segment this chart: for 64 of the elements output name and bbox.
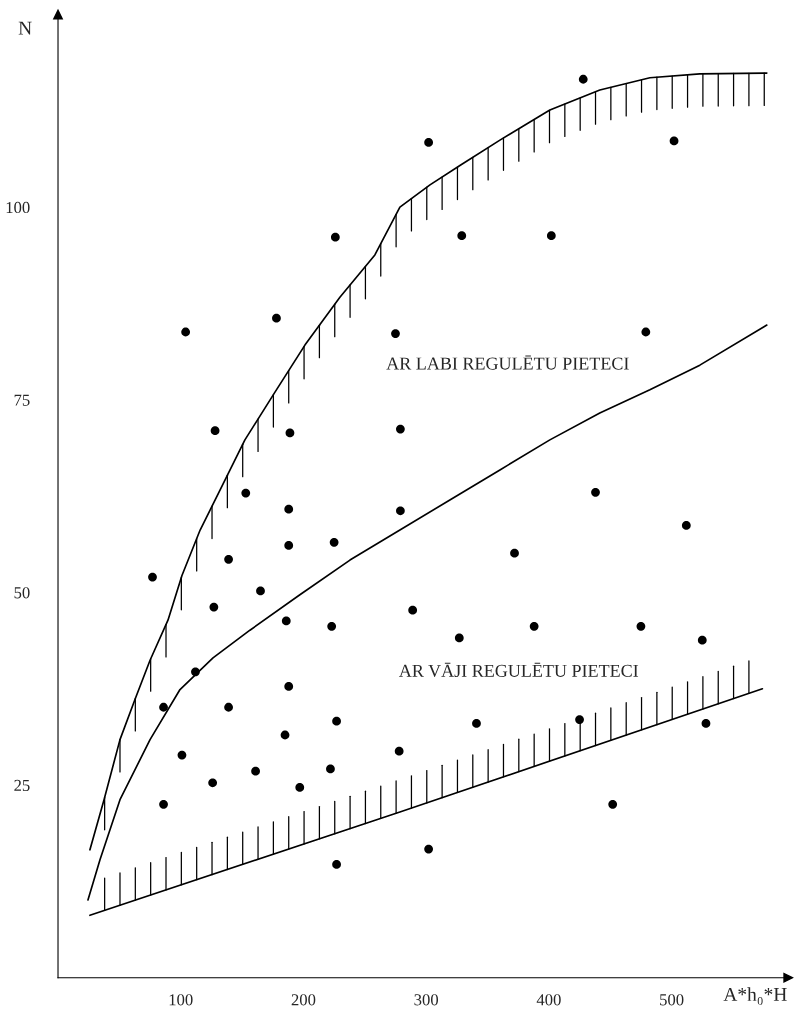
point xyxy=(529,621,539,631)
point xyxy=(457,231,467,241)
point xyxy=(396,424,405,434)
point xyxy=(394,746,404,756)
point xyxy=(330,232,340,242)
point xyxy=(510,548,519,558)
point xyxy=(641,327,651,337)
point xyxy=(701,719,711,728)
point xyxy=(280,730,290,740)
point xyxy=(181,327,191,337)
point xyxy=(578,74,588,84)
point xyxy=(391,329,400,338)
point xyxy=(591,487,600,497)
point xyxy=(454,633,464,643)
point xyxy=(177,750,187,760)
point xyxy=(159,799,168,809)
point xyxy=(224,554,233,564)
point xyxy=(329,537,339,547)
point xyxy=(209,602,219,612)
y-axis-title: N xyxy=(18,21,32,35)
x-tick-label: 100 xyxy=(169,994,193,1006)
point xyxy=(284,682,294,691)
point xyxy=(272,313,281,323)
point xyxy=(396,506,405,516)
point xyxy=(295,783,305,792)
point xyxy=(256,586,265,596)
point xyxy=(424,844,434,854)
point xyxy=(608,799,618,809)
point xyxy=(285,428,295,438)
point xyxy=(159,702,168,712)
point xyxy=(408,605,418,615)
point xyxy=(224,702,233,712)
point xyxy=(575,715,584,724)
line-series xyxy=(87,324,768,901)
annotation: AR LABI REGULĒTU PIETECI xyxy=(386,355,629,370)
point xyxy=(472,719,481,728)
point xyxy=(326,764,335,774)
point xyxy=(636,621,646,631)
x-tick-label: 200 xyxy=(291,994,316,1006)
point xyxy=(251,766,260,776)
point xyxy=(284,504,294,514)
point xyxy=(424,138,434,147)
x-tick-label: 300 xyxy=(414,994,439,1006)
x-tick-label: 400 xyxy=(536,994,561,1006)
x-tick-label: 500 xyxy=(660,994,684,1006)
point xyxy=(148,572,157,582)
point xyxy=(697,635,707,645)
point xyxy=(669,136,679,146)
annotation: AR VĀJI REGULĒTU PIETECI xyxy=(398,662,639,677)
point xyxy=(546,231,556,241)
point xyxy=(241,488,251,498)
y-tick-label: 25 xyxy=(14,779,30,792)
y-tick-label: 50 xyxy=(14,587,30,599)
y-tick-label: 75 xyxy=(14,394,30,406)
point xyxy=(681,521,691,530)
point xyxy=(332,860,341,869)
point xyxy=(332,716,341,726)
point xyxy=(210,426,220,436)
point xyxy=(327,621,337,631)
x-axis-title: A*h₀*H xyxy=(723,987,787,1005)
y-tick-label: 100 xyxy=(6,201,30,214)
point xyxy=(281,616,291,626)
point xyxy=(284,541,294,550)
point xyxy=(208,778,218,788)
